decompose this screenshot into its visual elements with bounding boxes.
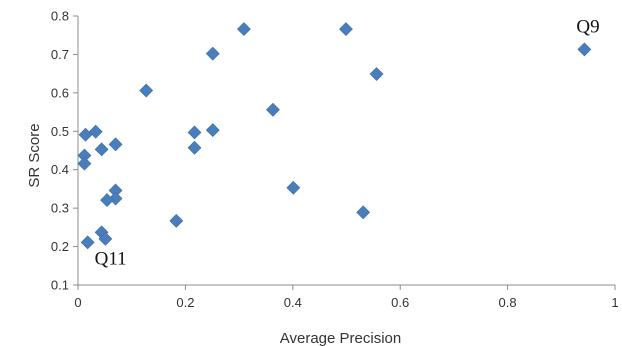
data-point [577, 42, 592, 57]
data-point [266, 102, 280, 117]
data-point [187, 140, 202, 155]
y-tick-label: 0.4 [51, 162, 69, 177]
data-point [286, 180, 301, 195]
data-point [356, 205, 371, 220]
data-point [339, 22, 353, 36]
y-axis-title: SR Score [26, 123, 43, 187]
x-tick-label: 0.8 [499, 295, 517, 310]
y-tick-label: 0.7 [51, 47, 69, 62]
plot-area [73, 15, 616, 290]
data-points [77, 22, 592, 250]
x-axis-title: Average Precision [280, 330, 401, 346]
data-point [169, 213, 184, 228]
x-tick-label: 0 [74, 295, 81, 310]
x-tick-label: 1 [611, 295, 618, 310]
data-point [187, 125, 202, 140]
x-tick-label: 0.4 [284, 295, 302, 310]
data-point [100, 193, 114, 207]
x-tick-label: 0.6 [391, 295, 409, 310]
annotation-q11: Q11 [95, 248, 127, 269]
data-point [108, 137, 123, 152]
data-point [94, 142, 109, 157]
data-point [98, 231, 113, 246]
data-point [108, 191, 123, 206]
data-point [88, 124, 103, 139]
data-point [369, 67, 384, 81]
data-point [237, 22, 251, 36]
y-tick-label: 0.1 [51, 278, 69, 293]
y-tick-label: 0.6 [51, 85, 69, 100]
data-point [139, 83, 154, 98]
data-point [78, 127, 93, 142]
data-point [77, 156, 92, 171]
data-point [205, 46, 220, 61]
y-tick-label: 0.5 [51, 124, 69, 139]
y-tick-label: 0.3 [51, 201, 69, 216]
data-point [205, 123, 220, 138]
chart-labels: 0.1 0.2 0.3 0.4 0.5 0.6 0.7 0.8 0 0.2 0.4 0.6 0.8 1 Av… [26, 9, 619, 346]
data-point [80, 235, 95, 250]
annotation-q9: Q9 [576, 16, 599, 37]
y-tick-label: 0.2 [51, 239, 69, 254]
x-tick-label: 0.2 [176, 295, 194, 310]
y-tick-label: 0.8 [51, 9, 69, 24]
